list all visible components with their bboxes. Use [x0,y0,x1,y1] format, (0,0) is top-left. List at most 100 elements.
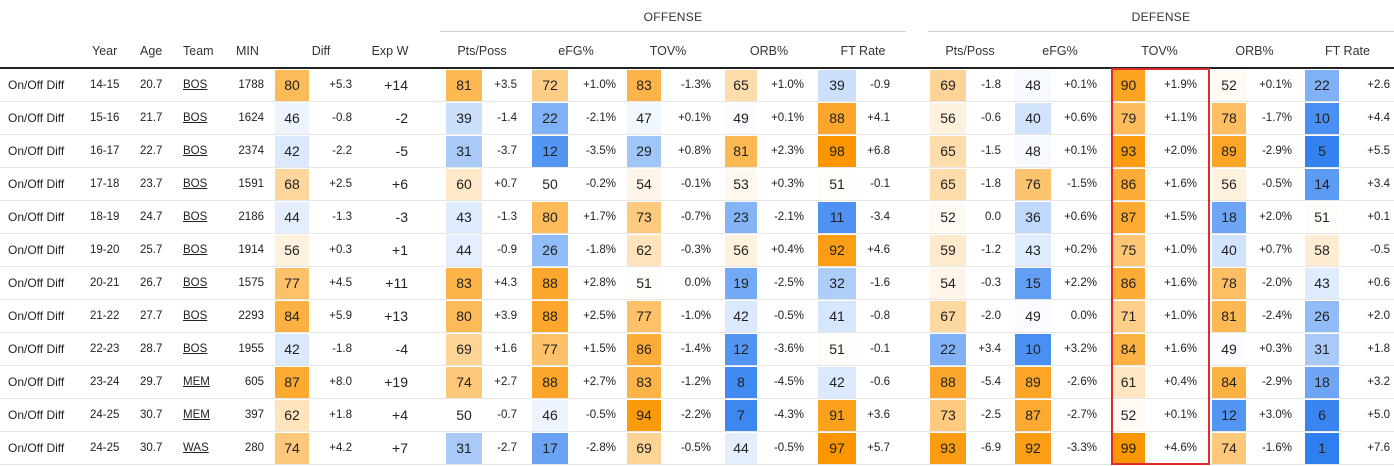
age-cell: 22.7 [140,145,163,157]
percentile-badge: 59 [930,235,966,266]
col-header-off-tov[interactable]: TOV% [649,44,687,58]
team-link[interactable]: BOS [183,112,208,124]
percentile-badge: 31 [446,433,482,464]
team-link[interactable]: BOS [183,145,208,157]
table-row: On/Off Diff 21-22 27.7 BOS 2293 +13 84 +5.9 80 +3… [0,300,1394,333]
col-header-def-efg[interactable]: eFG% [1042,44,1078,58]
team-link[interactable]: BOS [183,310,208,322]
stat-value: -1.3 [497,211,517,223]
col-header-age[interactable]: Age [140,44,163,58]
percentile-badge: 93 [1112,136,1145,167]
stat-value: +0.1% [678,112,711,124]
stat-value: -0.3 [981,277,1001,289]
percentile-badge: 54 [930,268,966,299]
exp-w-cell: +6 [392,176,408,192]
stat-value: +2.5% [583,310,616,322]
age-cell: 23.7 [140,178,163,190]
col-header-off-pts[interactable]: Pts/Poss [457,44,507,58]
percentile-badge: 26 [1305,301,1339,332]
team-link[interactable]: BOS [183,178,208,190]
team-link[interactable]: MEM [183,409,210,421]
percentile-badge: 88 [818,103,856,134]
stat-value: -6.9 [981,442,1001,454]
stat-value: -4.3% [773,409,804,421]
team-link[interactable]: BOS [183,244,208,256]
stat-value: -0.1 [870,343,890,355]
stat-value: +8.0 [329,376,352,388]
percentile-badge: 51 [818,334,856,365]
col-header-min[interactable]: MIN [236,44,259,58]
col-header-off-ft[interactable]: FT Rate [840,44,886,58]
stat-value: +2.7 [494,376,517,388]
percentile-badge: 83 [627,367,661,398]
percentile-badge: 67 [930,301,966,332]
col-header-def-orb[interactable]: ORB% [1235,44,1274,58]
col-header-def-pts[interactable]: Pts/Poss [945,44,995,58]
stat-value: -0.5% [773,310,804,322]
col-header-def-ft[interactable]: FT Rate [1325,44,1370,58]
age-cell: 24.7 [140,211,163,223]
percentile-badge: 22 [930,334,966,365]
stat-value: +4.3 [494,277,517,289]
col-header-off-orb[interactable]: ORB% [749,44,789,58]
percentile-badge: 86 [1112,268,1145,299]
percentile-badge: 69 [930,70,966,101]
percentile-badge: 49 [1015,301,1051,332]
stat-value: -1.3% [680,79,711,91]
percentile-badge: 89 [1212,136,1246,167]
percentile-badge: 84 [275,301,309,332]
exp-w-cell: +11 [385,275,408,291]
stat-value: +0.1% [1064,145,1097,157]
percentile-badge: 10 [1305,103,1339,134]
col-header-team[interactable]: Team [183,44,214,58]
col-header-diff[interactable]: Diff [311,44,331,58]
stat-value: +3.2 [1367,376,1390,388]
percentile-badge: 88 [930,367,966,398]
stat-value: -0.8 [332,112,352,124]
percentile-badge: 68 [275,169,309,200]
percentile-badge: 49 [1212,334,1246,365]
stat-value: +4.5 [329,277,352,289]
col-header-expw[interactable]: Exp W [371,44,409,58]
percentile-badge: 61 [1112,367,1145,398]
stat-value: -0.2% [585,178,616,190]
team-link[interactable]: BOS [183,343,208,355]
team-link[interactable]: WAS [183,442,209,454]
percentile-badge: 42 [275,136,309,167]
stat-value: -0.5% [773,442,804,454]
percentile-badge: 73 [930,400,966,431]
percentile-badge: 60 [446,169,482,200]
percentile-badge: 65 [930,169,966,200]
stat-value: +0.1% [1064,79,1097,91]
stat-value: +2.7% [583,376,616,388]
percentile-badge: 80 [446,301,482,332]
team-link[interactable]: BOS [183,211,208,223]
col-header-year[interactable]: Year [92,44,118,58]
table-row: On/Off Diff 22-23 28.7 BOS 1955 -4 42 -1.8 69 +1.… [0,333,1394,366]
min-cell: 1955 [238,343,264,355]
percentile-badge: 7 [725,400,757,431]
table-row: On/Off Diff 18-19 24.7 BOS 2186 -3 44 -1.3 43 -1.… [0,201,1394,234]
percentile-badge: 40 [1212,235,1246,266]
stat-value: +5.3 [329,79,352,91]
percentile-badge: 65 [725,70,757,101]
stat-value: +2.0 [1367,310,1390,322]
col-header-def-tov[interactable]: TOV% [1141,44,1178,58]
table-row: On/Off Diff 20-21 26.7 BOS 1575 +11 77 +4.5 83 +4… [0,267,1394,300]
stat-value: +0.7 [494,178,517,190]
percentile-badge: 46 [532,400,568,431]
percentile-badge: 77 [275,268,309,299]
offense-group-label: OFFENSE [643,10,703,24]
col-header-off-efg[interactable]: eFG% [558,44,594,58]
percentile-badge: 51 [818,169,856,200]
stat-value: -2.0 [981,310,1001,322]
stat-value: +5.9 [329,310,352,322]
stat-value: -2.5 [981,409,1001,421]
team-link[interactable]: MEM [183,376,210,388]
team-link[interactable]: BOS [183,79,208,91]
percentile-badge: 42 [818,367,856,398]
team-link[interactable]: BOS [183,277,208,289]
min-cell: 2374 [238,145,264,157]
percentile-badge: 32 [818,268,856,299]
min-cell: 280 [244,442,264,454]
